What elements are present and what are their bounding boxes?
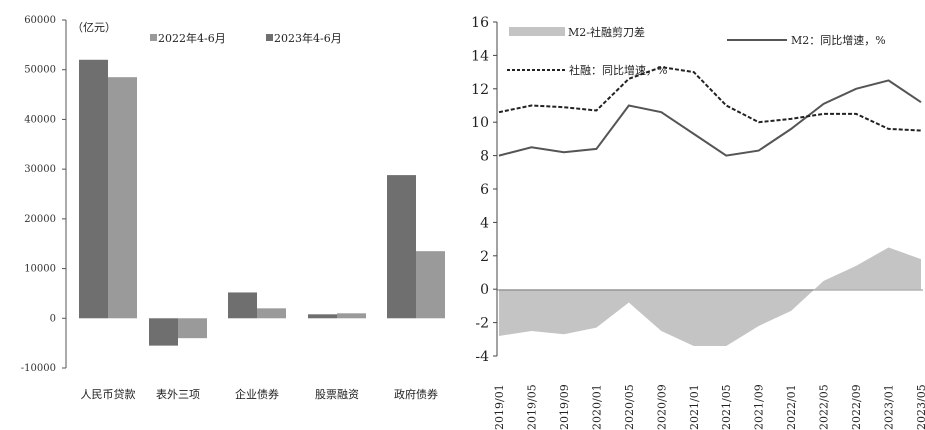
right-ytick-label: 12 bbox=[471, 82, 489, 98]
bar-2022 bbox=[337, 313, 366, 319]
legend-label-2022: 2022年4-6月 bbox=[158, 31, 226, 45]
legend-swatch-2022 bbox=[150, 34, 157, 41]
right-xtick-label: 2022/05 bbox=[818, 384, 831, 430]
right-chart: 16 14 12 10 8 6 4 2 0 -2 -4 2019/01 2019/05 2019/09 2… bbox=[471, 15, 925, 430]
left-ytick-label: 40000 bbox=[24, 114, 56, 125]
left-ytick-label: 0 bbox=[50, 313, 56, 324]
legend-label-m2: M2：同比增速，% bbox=[791, 33, 886, 47]
right-ytick-label: -4 bbox=[475, 349, 489, 365]
left-ytick-label: 10000 bbox=[24, 264, 56, 275]
bar-2022 bbox=[178, 318, 207, 339]
right-xtick-label: 2023/05 bbox=[915, 384, 925, 430]
right-xtick-label: 2020/01 bbox=[590, 384, 603, 430]
left-ytick-label: 60000 bbox=[24, 15, 56, 26]
right-ytick-label: 8 bbox=[480, 149, 489, 165]
bar-2022 bbox=[257, 308, 286, 319]
legend-label-2023: 2023年4-6月 bbox=[274, 31, 342, 45]
bar-2023 bbox=[79, 59, 108, 319]
bar-2023 bbox=[149, 318, 178, 346]
left-chart: （亿元） 2022年4-6月 2023年4-6月 60000 50000 40000… bbox=[21, 15, 445, 401]
right-xtick-label: 2021/05 bbox=[720, 384, 733, 430]
right-ytick-label: 4 bbox=[480, 215, 489, 231]
category-label: 人民币贷款 bbox=[81, 387, 136, 401]
left-ytick-label: 20000 bbox=[24, 214, 56, 225]
category-label: 政府债券 bbox=[394, 387, 438, 401]
category-label: 表外三项 bbox=[156, 387, 200, 401]
left-ytick-label: 30000 bbox=[24, 164, 56, 175]
right-ytick-label: 16 bbox=[471, 15, 489, 31]
series-area-gap bbox=[499, 247, 921, 346]
right-xtick-label: 2019/05 bbox=[525, 384, 538, 430]
right-ytick-label: 2 bbox=[480, 249, 489, 265]
right-xtick-label: 2019/09 bbox=[558, 384, 571, 430]
bar-2023 bbox=[308, 314, 337, 319]
left-ytick-label: -10000 bbox=[21, 363, 56, 374]
series-line-m2 bbox=[498, 79, 922, 157]
right-xtick-label: 2019/01 bbox=[493, 384, 506, 430]
bar-2023 bbox=[387, 175, 416, 319]
legend-swatch-gap bbox=[509, 27, 565, 36]
bar-2022 bbox=[416, 251, 445, 319]
category-label: 企业债券 bbox=[235, 387, 279, 401]
right-xtick-label: 2021/09 bbox=[753, 384, 766, 430]
right-xtick-label: 2022/01 bbox=[785, 384, 798, 430]
right-xtick-label: 2021/01 bbox=[688, 384, 701, 430]
left-ytick-label: 50000 bbox=[24, 65, 56, 76]
legend-label-gap: M2-社融剪刀差 bbox=[568, 25, 645, 39]
legend-label-social: 社融：同比增速，% bbox=[569, 63, 667, 77]
right-xtick-label: 2020/05 bbox=[623, 384, 636, 430]
bar-2023 bbox=[228, 292, 257, 319]
legend-swatch-2023 bbox=[266, 34, 273, 41]
category-label: 股票融资 bbox=[315, 388, 359, 401]
right-xtick-label: 2020/09 bbox=[655, 384, 668, 430]
right-xtick-label: 2022/09 bbox=[850, 384, 863, 430]
right-xtick-label: 2023/01 bbox=[883, 384, 896, 430]
bar-2022 bbox=[108, 77, 137, 319]
right-ytick-label: 14 bbox=[471, 48, 489, 64]
right-ytick-label: 6 bbox=[480, 182, 489, 198]
right-ytick-label: -2 bbox=[475, 316, 489, 332]
right-ytick-label: 0 bbox=[480, 282, 489, 298]
series-line-social bbox=[498, 66, 922, 132]
left-unit-label: （亿元） bbox=[72, 21, 116, 34]
right-ytick-label: 10 bbox=[471, 115, 489, 131]
